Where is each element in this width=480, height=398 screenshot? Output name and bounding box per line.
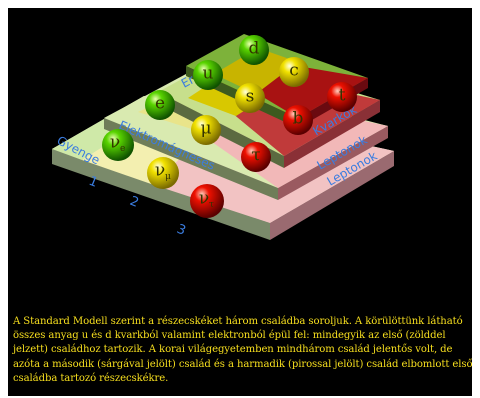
caption: A Standard Modell szerint a részecskéket… [13,316,472,384]
svg-text:ν: ν [199,189,209,209]
particle-mu: μ [191,115,221,145]
svg-text:t: t [339,86,346,106]
svg-text:μ: μ [165,172,171,182]
particle-e: e [145,90,175,120]
particle-s: s [235,83,265,113]
svg-text:ν: ν [155,161,165,181]
standard-model-illustration: Erős Elektromágneses Gyenge Kvarkok Lept… [52,34,394,240]
svg-text:d: d [249,39,260,59]
svg-text:s: s [246,87,255,107]
particle-nu-tau: ν τ [190,184,224,218]
svg-text:e: e [155,94,165,114]
svg-text:τ: τ [209,200,214,210]
svg-text:c: c [289,61,299,81]
svg-text:b: b [293,109,304,129]
svg-text:ν: ν [110,133,120,153]
family-number-3: 3 [175,222,188,239]
svg-text:e: e [120,144,125,154]
svg-text:u: u [203,64,214,84]
particle-c: c [279,57,309,87]
particle-nu-mu: ν μ [147,157,179,189]
svg-text:τ: τ [251,146,260,166]
particle-b: b [283,105,313,135]
particle-nu-e: ν e [102,129,134,161]
particle-u: u [193,60,223,90]
particle-t: t [327,82,357,112]
particle-d: d [239,35,269,65]
standard-model-panel: Erős Elektromágneses Gyenge Kvarkok Lept… [8,8,472,396]
particle-tau: τ [241,142,271,172]
family-number-2: 2 [128,194,141,211]
svg-text:μ: μ [200,119,211,139]
